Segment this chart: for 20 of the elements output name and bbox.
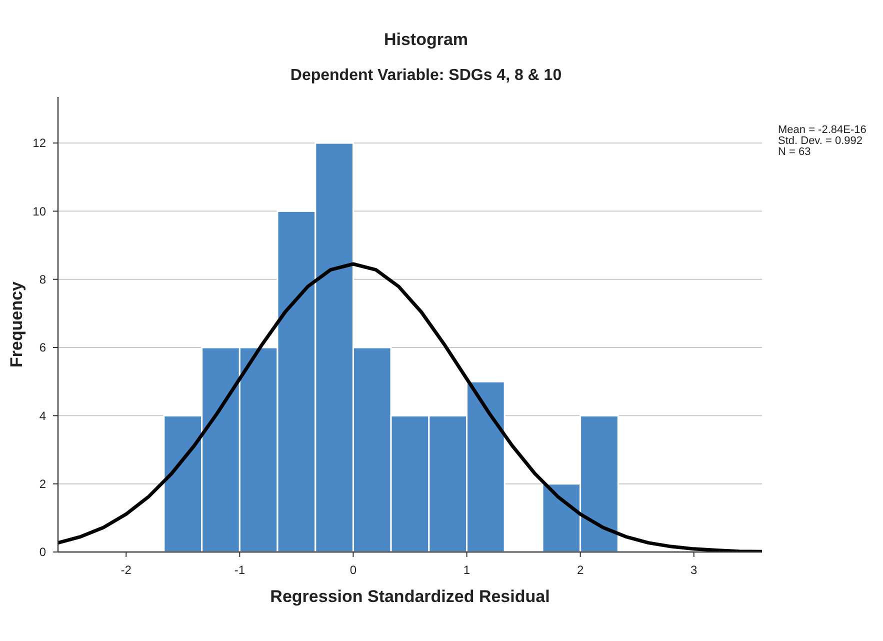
text: N = 63 xyxy=(778,146,811,158)
x-tick-label: -2 xyxy=(120,563,132,577)
x-axis-title: Regression Standardized Residual xyxy=(270,587,550,606)
y-tick-label: 2 xyxy=(39,477,46,492)
y-tick-label: 4 xyxy=(39,408,46,423)
y-tick-label: 8 xyxy=(39,272,46,287)
text: Std. Dev. = 0.992 xyxy=(778,135,862,147)
chart-title: Histogram xyxy=(384,30,468,49)
y-axis-title: Frequency xyxy=(7,280,26,368)
x-tick-label: 1 xyxy=(463,563,470,577)
chart-subtitle: Dependent Variable: SDGs 4, 8 & 10 xyxy=(290,67,562,84)
y-tick-label: 12 xyxy=(32,136,46,150)
x-tick-label: 2 xyxy=(576,563,584,577)
x-tick-label: 0 xyxy=(350,563,357,577)
y-tick-label: 6 xyxy=(39,340,46,355)
x-tick-label: 3 xyxy=(690,563,698,577)
y-tick-label: 0 xyxy=(39,545,46,560)
x-tick-label: -1 xyxy=(234,563,246,577)
y-tick-label: 10 xyxy=(32,204,46,218)
text: Mean = -2.84E-16 xyxy=(778,124,866,136)
